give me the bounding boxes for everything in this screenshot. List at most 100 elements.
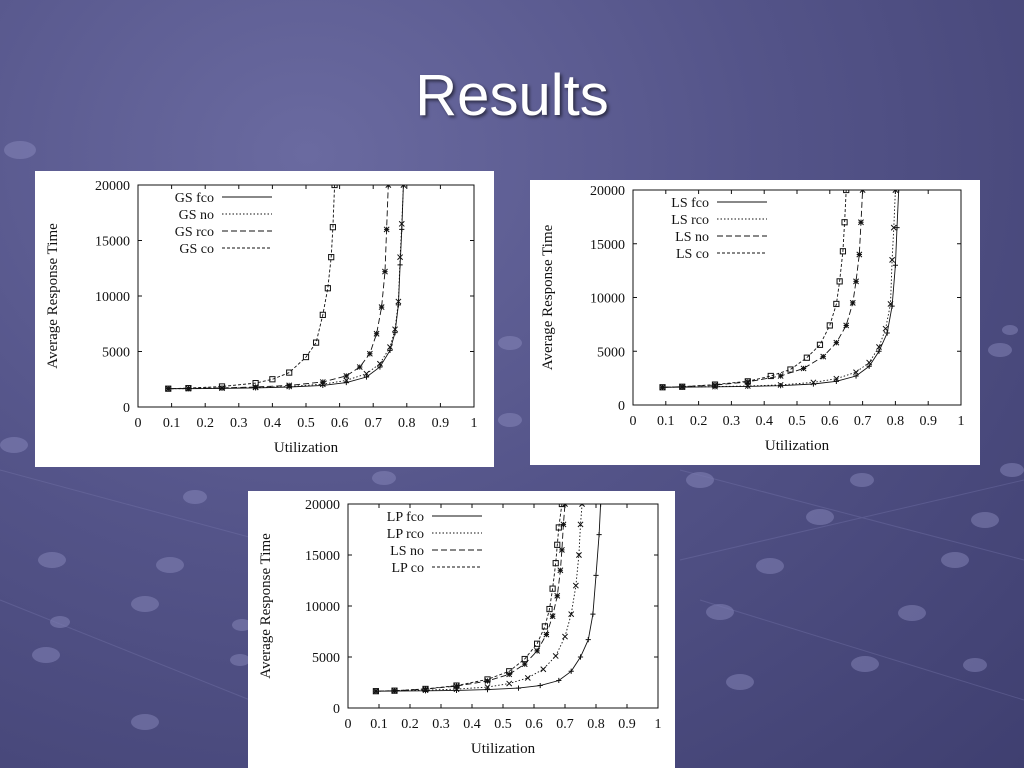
data-point: [392, 326, 398, 333]
data-point: [269, 376, 276, 383]
x-tick-label: 0.2: [690, 414, 708, 429]
y-tick-label: 15000: [95, 235, 130, 250]
data-point: [887, 300, 894, 307]
data-point: [889, 256, 896, 263]
x-tick-label: 0.3: [723, 414, 741, 429]
data-point: [800, 365, 807, 372]
data-point: [853, 278, 859, 285]
data-point: [876, 343, 882, 350]
y-tick-label: 15000: [590, 238, 625, 253]
data-point: [555, 524, 562, 531]
x-tick-label: 0.9: [919, 414, 937, 429]
data-point: [395, 298, 402, 305]
data-point: [568, 668, 574, 674]
data-point: [398, 220, 405, 227]
legend-entry-label: LP co: [391, 561, 424, 576]
data-point: [579, 504, 586, 507]
x-tick-label: 0.8: [398, 416, 416, 431]
data-point: [866, 359, 873, 366]
data-point: [585, 637, 591, 643]
data-point: [836, 278, 843, 285]
data-point: [185, 385, 192, 392]
data-point: [554, 541, 561, 548]
data-point: [557, 567, 564, 574]
series-line: [375, 504, 563, 692]
x-tick-label: 0: [135, 416, 142, 431]
legend-entry-label: LP fco: [387, 510, 424, 525]
data-point: [853, 369, 859, 376]
chart-gs: 0 0.1 0.2 0.3 0.4 0.5 0.6 0.7 0.8 0.9 1 0 5000 10000 1…: [35, 171, 494, 467]
x-tick-label: 0: [630, 414, 637, 429]
series-line: [375, 504, 583, 692]
data-point: [820, 353, 827, 360]
legend-entry-label: GS fco: [175, 191, 214, 206]
data-point: [343, 372, 350, 379]
data-point: [252, 380, 259, 387]
data-point: [856, 251, 863, 258]
data-point: [849, 299, 856, 306]
data-point: [400, 185, 407, 188]
data-point: [422, 686, 429, 693]
x-tick-label: 0.7: [556, 717, 574, 732]
data-point: [378, 304, 385, 311]
data-point: [884, 330, 890, 336]
series-line: [662, 190, 896, 388]
data-point: [593, 572, 599, 578]
data-point: [890, 224, 897, 231]
data-point: [541, 623, 548, 630]
y-tick-label: 20000: [305, 498, 340, 513]
data-point: [882, 325, 889, 332]
data-point: [590, 611, 596, 617]
y-tick-label: 10000: [590, 292, 625, 307]
y-tick-label: 15000: [305, 549, 340, 564]
data-point: [896, 190, 902, 193]
data-point: [391, 687, 398, 694]
data-point: [387, 344, 393, 351]
data-point: [453, 682, 460, 689]
y-tick-label: 5000: [102, 346, 130, 361]
x-tick-label: 1: [655, 717, 662, 732]
legend-entry-label: GS co: [179, 242, 214, 257]
data-point: [810, 379, 817, 386]
data-point: [484, 678, 491, 684]
data-point: [572, 582, 579, 589]
data-point: [711, 381, 719, 388]
x-tick-label: 0.2: [196, 416, 214, 431]
data-point: [577, 654, 584, 660]
data-point: [894, 225, 900, 231]
x-tick-label: 0.8: [887, 414, 905, 429]
data-point: [324, 285, 331, 292]
y-axis-label: Average Response Time: [540, 224, 556, 370]
data-point: [858, 219, 864, 226]
legend-entry-label: LS fco: [671, 196, 709, 211]
data-point: [382, 268, 388, 275]
data-point: [376, 360, 383, 367]
data-point: [312, 339, 320, 346]
y-tick-label: 20000: [590, 184, 625, 199]
x-axis-label: Utilization: [765, 438, 830, 454]
x-axis-label: Utilization: [471, 741, 536, 757]
series-line: [168, 185, 336, 390]
x-tick-label: 0.9: [618, 717, 636, 732]
data-point: [218, 383, 226, 390]
x-tick-label: 0.9: [432, 416, 450, 431]
x-axis-label: Utilization: [274, 440, 339, 456]
x-tick-label: 0: [345, 717, 352, 732]
legend-entry-label: LS no: [390, 544, 424, 559]
data-point: [841, 219, 848, 226]
y-axis-label: Average Response Time: [45, 223, 61, 369]
y-tick-label: 0: [123, 401, 130, 416]
x-tick-label: 0.8: [587, 717, 605, 732]
x-tick-label: 0.5: [297, 416, 315, 431]
data-point: [391, 687, 398, 694]
data-point: [560, 521, 567, 528]
legend-entry-label: GS rco: [175, 225, 214, 240]
data-point: [552, 560, 559, 567]
data-point: [422, 685, 429, 693]
x-tick-label: 0.6: [331, 416, 349, 431]
data-point: [372, 688, 380, 695]
data-point: [377, 364, 383, 370]
legend-entry-label: LS co: [676, 247, 709, 262]
data-point: [363, 374, 370, 380]
